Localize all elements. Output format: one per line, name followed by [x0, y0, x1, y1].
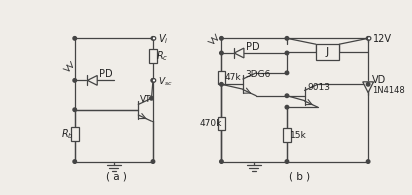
- Circle shape: [73, 160, 77, 163]
- Text: J: J: [326, 47, 329, 57]
- Bar: [71, 127, 79, 141]
- Circle shape: [366, 37, 370, 40]
- Circle shape: [151, 79, 155, 82]
- Circle shape: [152, 79, 156, 82]
- Text: 9013: 9013: [307, 83, 330, 92]
- Circle shape: [368, 37, 371, 40]
- Circle shape: [220, 37, 223, 40]
- Polygon shape: [234, 48, 244, 58]
- Bar: [149, 49, 157, 63]
- Circle shape: [73, 79, 77, 82]
- Circle shape: [285, 51, 289, 55]
- Circle shape: [73, 108, 77, 112]
- Text: 470k: 470k: [200, 119, 222, 128]
- Circle shape: [285, 37, 289, 40]
- Circle shape: [366, 82, 370, 86]
- Circle shape: [150, 97, 153, 100]
- Circle shape: [151, 160, 155, 163]
- Text: PD: PD: [99, 69, 113, 79]
- Text: 1N4148: 1N4148: [372, 86, 405, 95]
- Circle shape: [366, 160, 370, 163]
- Circle shape: [220, 160, 223, 163]
- Text: $R_c$: $R_c$: [156, 49, 169, 63]
- Text: $V_{sc}$: $V_{sc}$: [158, 75, 173, 88]
- Circle shape: [152, 37, 156, 40]
- Text: 47k: 47k: [225, 73, 241, 82]
- Circle shape: [151, 37, 155, 40]
- Bar: [316, 44, 339, 60]
- Circle shape: [285, 105, 289, 109]
- Text: 15k: 15k: [290, 131, 307, 140]
- Circle shape: [220, 82, 223, 86]
- Text: VD: VD: [372, 75, 386, 85]
- Circle shape: [285, 160, 289, 163]
- Circle shape: [285, 71, 289, 75]
- Text: ( b ): ( b ): [289, 171, 310, 181]
- Text: ( a ): ( a ): [106, 171, 127, 181]
- Polygon shape: [87, 75, 97, 85]
- Text: 3DG6: 3DG6: [245, 70, 270, 79]
- Polygon shape: [363, 82, 374, 93]
- Text: $V_i$: $V_i$: [158, 32, 169, 46]
- Bar: [218, 71, 225, 84]
- Circle shape: [285, 94, 289, 98]
- Circle shape: [151, 79, 155, 82]
- Bar: [283, 128, 291, 142]
- Text: PD: PD: [246, 42, 260, 52]
- Text: VT: VT: [140, 95, 152, 104]
- Circle shape: [73, 37, 77, 40]
- Text: $R_b$: $R_b$: [61, 127, 74, 141]
- Bar: [218, 117, 225, 130]
- Circle shape: [220, 51, 223, 55]
- Text: 12V: 12V: [373, 34, 392, 44]
